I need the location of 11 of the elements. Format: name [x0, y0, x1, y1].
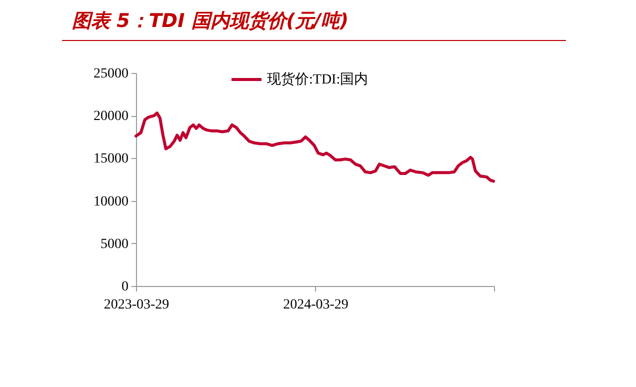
y-tick-label: 5000	[100, 236, 128, 252]
y-tick-label: 10000	[94, 194, 128, 210]
x-tick-label: 2023-03-29	[104, 298, 170, 312]
x-tick-label: 2024-03-29	[283, 298, 348, 312]
y-tick-label: 0	[122, 280, 128, 294]
chart-title: 图表 5：TDI 国内现货价(元/吨)	[72, 9, 349, 34]
y-tick-label: 25000	[94, 66, 128, 82]
y-tick-label: 15000	[94, 152, 128, 167]
y-tick-label: 20000	[94, 109, 128, 124]
legend-label: 现货价:TDI:国内	[267, 72, 368, 88]
line-series	[134, 112, 496, 183]
